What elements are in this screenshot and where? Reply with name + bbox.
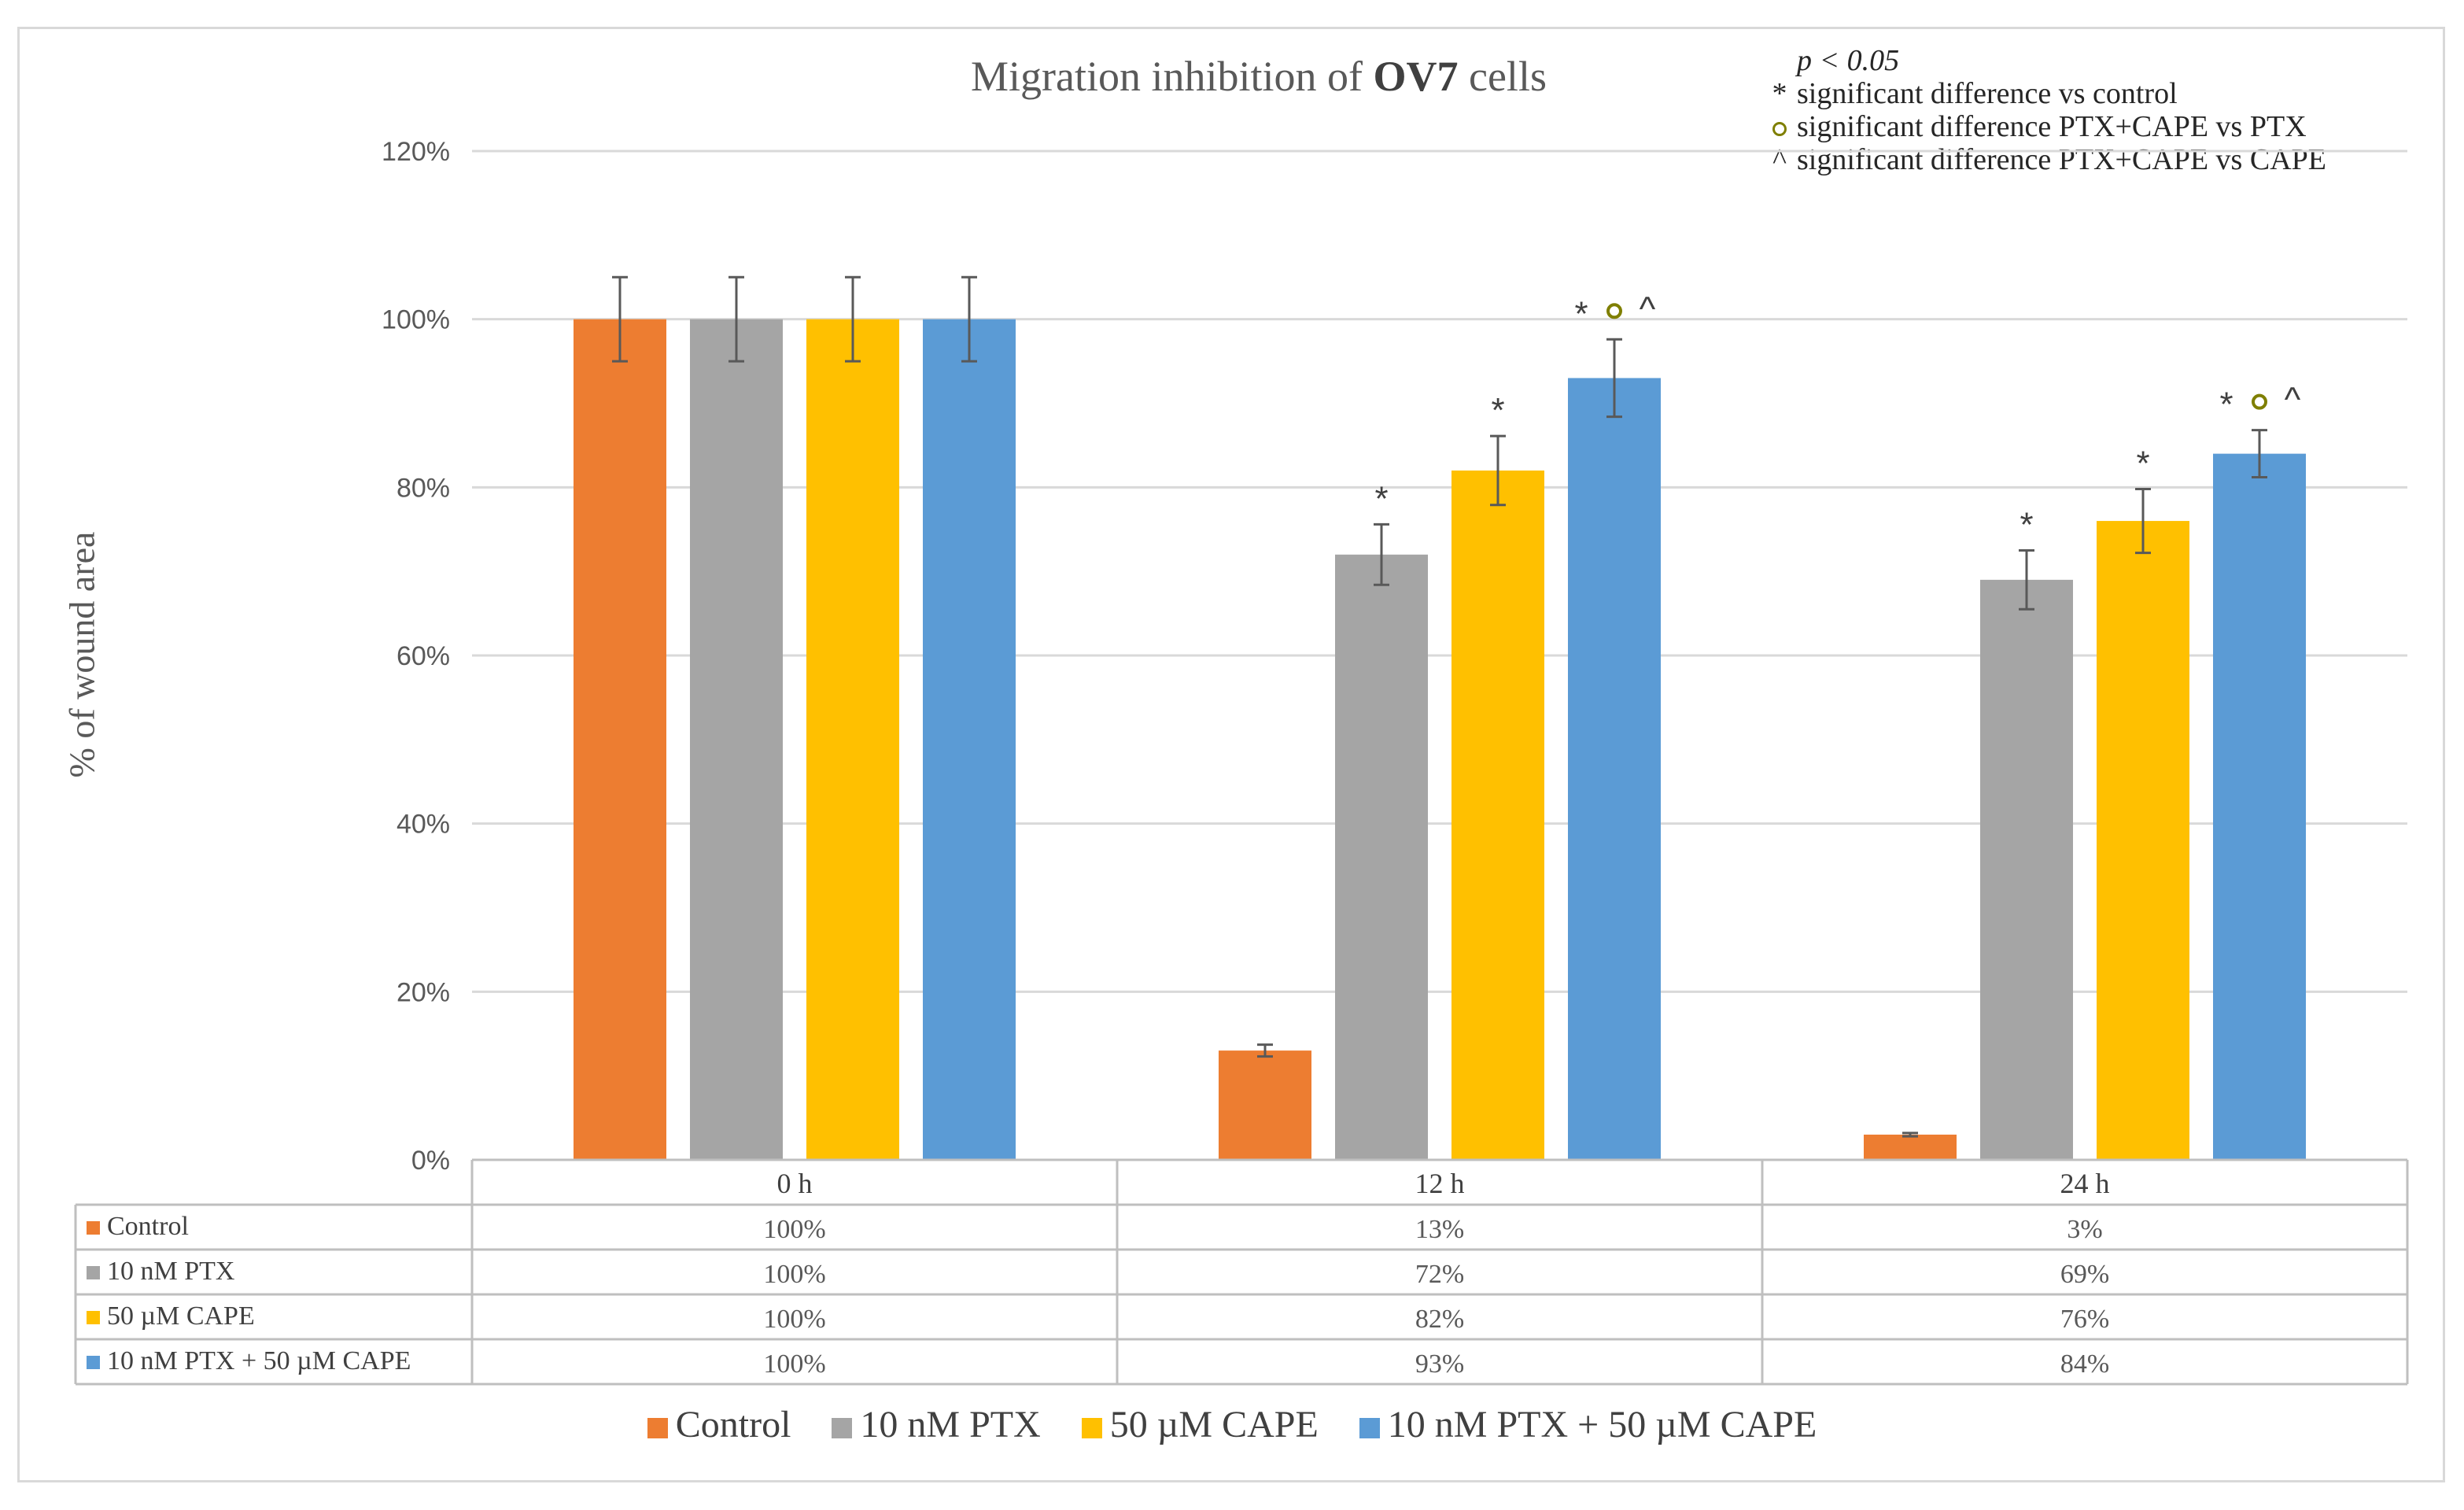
asterisk-mark: * bbox=[1491, 391, 1504, 430]
asterisk-mark: * bbox=[2020, 505, 2033, 544]
note-text: significant difference vs control bbox=[1797, 77, 2178, 110]
bar bbox=[2213, 453, 2306, 1160]
bar bbox=[574, 319, 666, 1161]
data-label: 93% bbox=[1415, 1349, 1464, 1379]
table-swatch bbox=[87, 1356, 100, 1369]
category-label: 12 h bbox=[1415, 1168, 1465, 1199]
y-tick-label: 100% bbox=[382, 305, 450, 335]
y-tick-label: 60% bbox=[397, 641, 450, 671]
asterisk-mark: * bbox=[2136, 444, 2149, 482]
data-label: 3% bbox=[2067, 1215, 2102, 1244]
category-label: 0 h bbox=[777, 1168, 813, 1199]
y-tick-label: 40% bbox=[397, 810, 450, 840]
data-label: 82% bbox=[1415, 1305, 1464, 1334]
caret-mark: ^ bbox=[1640, 290, 1656, 328]
circle-symbol bbox=[1762, 110, 1797, 143]
p-value-note: p < 0.05 bbox=[1797, 44, 1900, 77]
note-text: significant difference PTX+CAPE vs CAPE bbox=[1797, 143, 2326, 176]
bar bbox=[690, 319, 783, 1161]
bar bbox=[1980, 579, 2073, 1160]
data-label: 100% bbox=[763, 1260, 825, 1289]
note-text: significant difference PTX+CAPE vs PTX bbox=[1797, 110, 2307, 143]
legend-item: 10 nM PTX + 50 µM CAPE bbox=[1359, 1403, 1817, 1446]
bar bbox=[1864, 1134, 1957, 1160]
chart-title: Migration inhibition of OV7 cells bbox=[971, 53, 1547, 100]
legend: Control 10 nM PTX 50 µM CAPE 10 nM PTX +… bbox=[0, 1403, 2464, 1446]
y-tick-label: 80% bbox=[397, 473, 450, 503]
data-label: 100% bbox=[763, 1215, 825, 1244]
table-swatch bbox=[87, 1266, 100, 1279]
bar bbox=[1219, 1050, 1311, 1160]
table-series-name: Control bbox=[107, 1212, 189, 1241]
category-label: 24 h bbox=[2060, 1168, 2110, 1199]
legend-swatch bbox=[647, 1417, 668, 1438]
significance-notes: p < 0.05 * significant difference vs cont… bbox=[1762, 44, 2326, 176]
data-label: 100% bbox=[763, 1349, 825, 1379]
bar bbox=[1568, 378, 1661, 1160]
bar bbox=[923, 319, 1016, 1161]
table-series-name: 50 µM CAPE bbox=[107, 1301, 255, 1331]
bar bbox=[806, 319, 899, 1161]
asterisk-mark: * bbox=[1574, 294, 1588, 333]
data-label: 69% bbox=[2060, 1260, 2109, 1289]
data-label: 13% bbox=[1415, 1215, 1464, 1244]
legend-item: 10 nM PTX bbox=[832, 1403, 1041, 1446]
y-tick-label: 120% bbox=[382, 137, 450, 167]
caret-mark: ^ bbox=[2285, 381, 2301, 419]
bar bbox=[1335, 554, 1428, 1160]
note-row: * significant difference vs control bbox=[1762, 77, 2326, 110]
data-label: 72% bbox=[1415, 1260, 1464, 1289]
circle-mark bbox=[2252, 393, 2267, 410]
table-swatch bbox=[87, 1311, 100, 1324]
legend-swatch bbox=[1081, 1417, 1102, 1438]
bar bbox=[2097, 521, 2189, 1160]
legend-item: 50 µM CAPE bbox=[1081, 1403, 1319, 1446]
asterisk-mark: * bbox=[1374, 479, 1388, 518]
table-swatch bbox=[87, 1221, 100, 1235]
y-tick-label: 0% bbox=[411, 1146, 450, 1176]
note-row: significant difference PTX+CAPE vs PTX bbox=[1762, 110, 2326, 143]
table-series-name: 10 nM PTX + 50 µM CAPE bbox=[107, 1346, 411, 1375]
data-label: 100% bbox=[763, 1305, 825, 1334]
bar bbox=[1451, 470, 1544, 1160]
data-label: 76% bbox=[2060, 1305, 2109, 1334]
legend-swatch bbox=[832, 1417, 853, 1438]
legend-item: Control bbox=[647, 1403, 791, 1446]
data-label: 84% bbox=[2060, 1349, 2109, 1379]
asterisk-symbol: * bbox=[1772, 77, 1787, 110]
asterisk-mark: * bbox=[2219, 386, 2233, 424]
legend-swatch bbox=[1359, 1417, 1380, 1438]
circle-mark bbox=[1606, 303, 1622, 319]
table-series-name: 10 nM PTX bbox=[107, 1257, 234, 1286]
y-tick-label: 20% bbox=[397, 977, 450, 1007]
